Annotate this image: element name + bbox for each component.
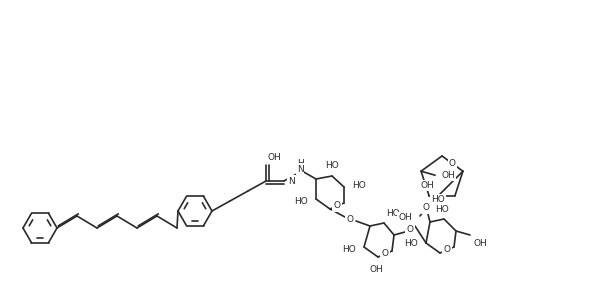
Text: OH: OH (474, 239, 488, 248)
Text: HO: HO (325, 161, 339, 171)
Text: HO: HO (431, 195, 445, 204)
Text: N: N (288, 176, 295, 185)
Text: N: N (296, 164, 304, 173)
Text: OH: OH (420, 181, 434, 190)
Text: HO: HO (386, 209, 400, 217)
Text: HO: HO (435, 205, 449, 214)
Text: O: O (347, 214, 353, 224)
Text: O: O (334, 202, 341, 210)
Text: HO: HO (342, 244, 356, 253)
Text: OH: OH (268, 154, 282, 163)
Text: HO: HO (404, 239, 418, 248)
Text: O: O (407, 224, 413, 234)
Text: HO: HO (352, 180, 366, 190)
Text: O: O (422, 204, 430, 212)
Text: OH: OH (441, 171, 455, 180)
Text: O: O (443, 246, 451, 255)
Text: OH: OH (369, 265, 383, 273)
Text: HO: HO (294, 197, 308, 205)
Text: H: H (296, 159, 304, 168)
Text: OH: OH (398, 214, 412, 222)
Text: O: O (449, 159, 456, 168)
Text: O: O (382, 250, 389, 258)
